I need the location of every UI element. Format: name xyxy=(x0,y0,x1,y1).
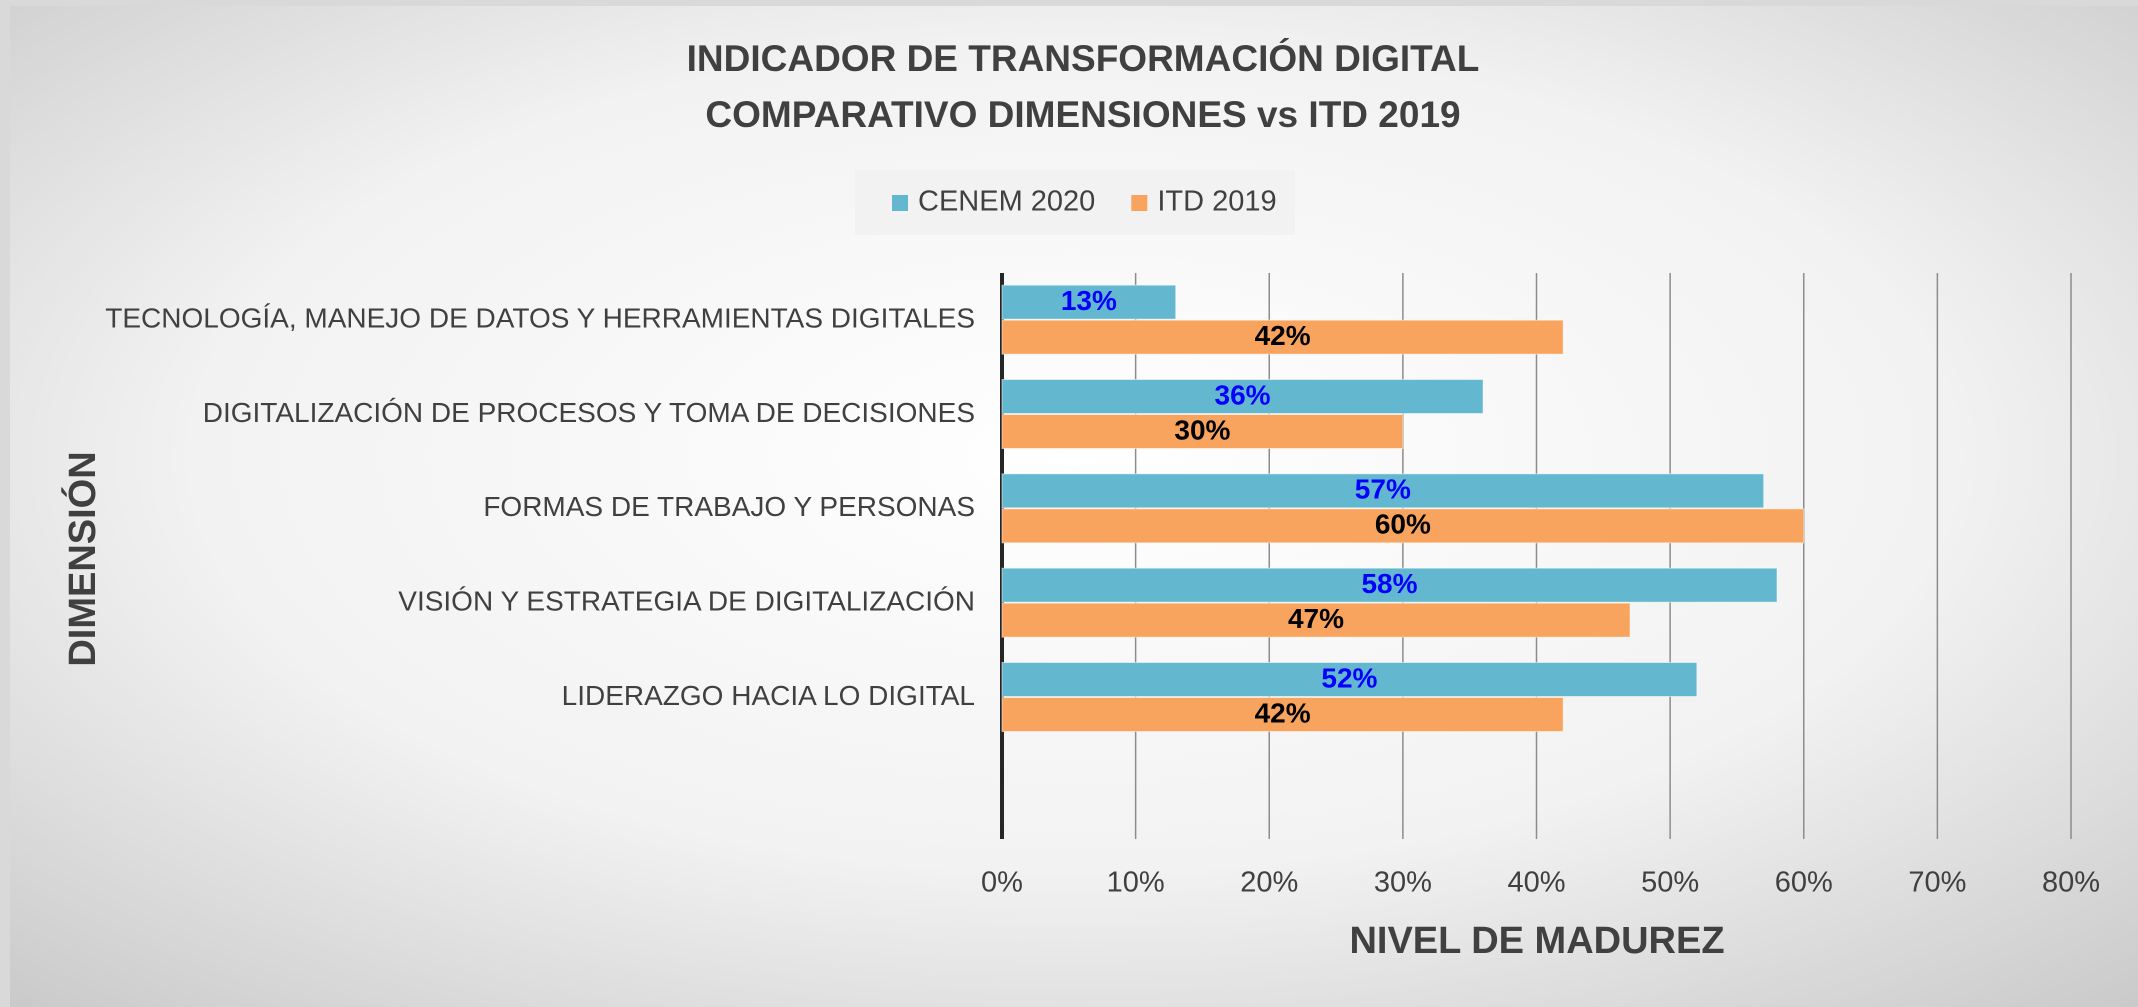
x-axis-title: NIVEL DE MADUREZ xyxy=(1349,920,1724,962)
x-tick-label: 80% xyxy=(2042,867,2100,899)
data-label: 13% xyxy=(1061,285,1117,316)
bar xyxy=(1001,414,1404,449)
legend-label: ITD 2019 xyxy=(1157,186,1276,218)
x-tick-label: 60% xyxy=(1775,867,1833,899)
bar xyxy=(1001,473,1765,509)
data-label: 57% xyxy=(1355,474,1411,505)
chart-title: INDICADOR DE TRANSFORMACIÓN DIGITAL xyxy=(687,37,1480,79)
bar xyxy=(1001,567,1778,603)
y-tick-label: FORMAS DE TRABAJO Y PERSONAS xyxy=(483,491,975,522)
y-tick-label: TECNOLOGÍA, MANEJO DE DATOS Y HERRAMIENT… xyxy=(105,303,975,334)
data-label: 52% xyxy=(1321,662,1377,693)
legend-box xyxy=(855,170,1295,235)
x-tick-label: 10% xyxy=(1107,867,1165,899)
legend-swatch xyxy=(892,195,908,211)
data-label: 42% xyxy=(1255,697,1311,728)
bar xyxy=(1001,379,1484,414)
y-tick-label: LIDERAZGO HACIA LO DIGITAL xyxy=(562,680,975,711)
x-tick-label: 20% xyxy=(1240,867,1298,899)
data-label: 58% xyxy=(1361,568,1417,599)
bar xyxy=(1001,284,1177,320)
data-label: 60% xyxy=(1375,509,1431,540)
data-label: 36% xyxy=(1215,379,1271,410)
y-axis-title: DIMENSIÓN xyxy=(60,451,104,666)
y-tick-label: VISIÓN Y ESTRATEGIA DE DIGITALIZACIÓN xyxy=(398,586,975,617)
legend-swatch xyxy=(1131,195,1148,211)
x-tick-label: 40% xyxy=(1507,867,1565,899)
x-tick-label: 0% xyxy=(981,867,1023,899)
y-tick-label: DIGITALIZACIÓN DE PROCESOS Y TOMA DE DEC… xyxy=(203,397,975,428)
x-tick-label: 30% xyxy=(1374,867,1432,899)
data-label: 47% xyxy=(1288,603,1344,634)
data-label: 42% xyxy=(1255,320,1311,351)
chart-title: COMPARATIVO DIMENSIONES vs ITD 2019 xyxy=(705,94,1460,135)
bar xyxy=(1001,319,1564,355)
bar xyxy=(1001,508,1805,544)
data-label: 30% xyxy=(1174,414,1230,445)
bar xyxy=(1001,602,1631,638)
x-tick-label: 50% xyxy=(1641,867,1699,899)
bar xyxy=(1001,662,1698,697)
legend-label: CENEM 2020 xyxy=(918,186,1095,218)
bar xyxy=(1001,697,1564,732)
x-tick-label: 70% xyxy=(1908,867,1966,899)
